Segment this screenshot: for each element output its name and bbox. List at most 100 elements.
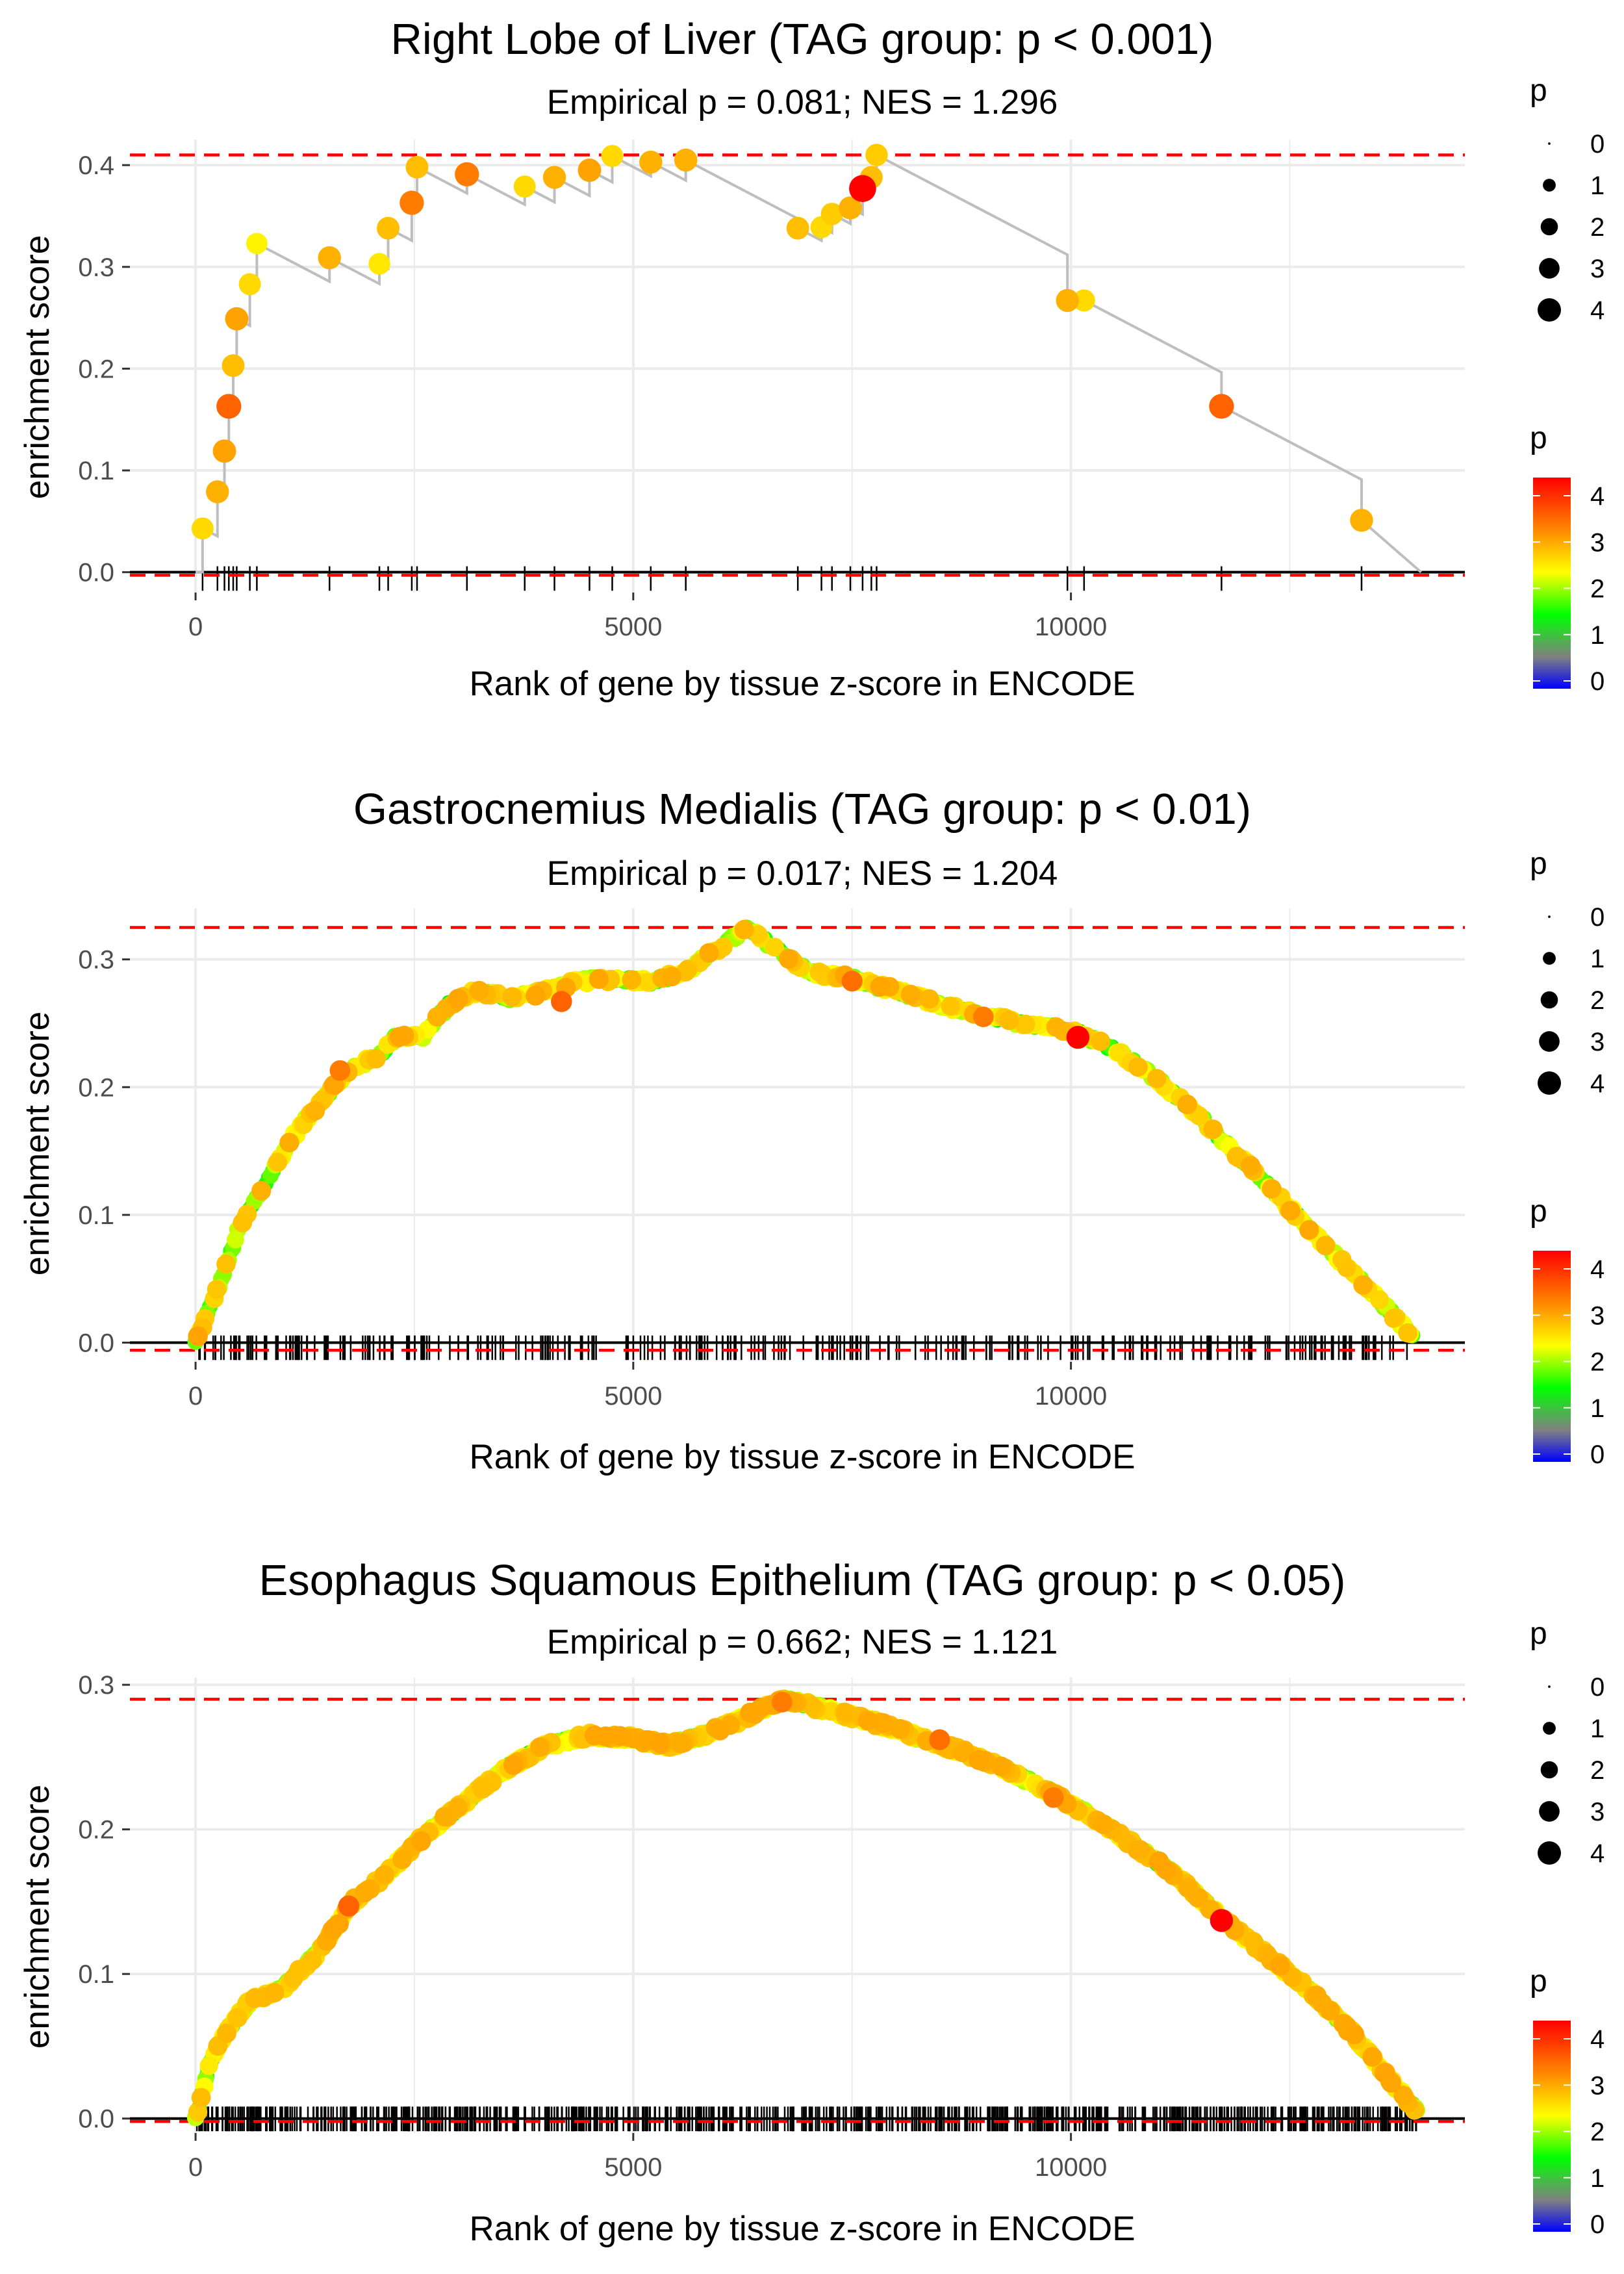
gene-point [318, 246, 341, 270]
panel-1-y-axis-title: enrichment score [18, 235, 57, 500]
y-tick-label: 0.1 [78, 457, 114, 485]
size-legend-key [1548, 142, 1551, 145]
gene-point [1353, 1275, 1373, 1295]
gene-point [1226, 1146, 1247, 1166]
x-tick-label: 5000 [604, 1382, 662, 1411]
gene-point [1262, 1179, 1282, 1199]
gene-point [650, 1733, 670, 1753]
gene-point [264, 1983, 285, 2003]
gene-point [338, 1895, 360, 1917]
color-legend-label: 0 [1590, 667, 1605, 696]
size-legend-key [1548, 1685, 1551, 1688]
size-legend-label: 1 [1590, 945, 1605, 973]
gene-point [610, 1726, 630, 1746]
panel-1-plot: 0.0 0.1 0.2 0.3 0.4 0 5000 10000 [78, 140, 1465, 641]
gene-point [969, 1750, 989, 1770]
gene-point [820, 203, 843, 225]
gene-point [377, 216, 400, 240]
gene-point [1270, 1956, 1290, 1976]
color-legend-label: 1 [1590, 2164, 1605, 2193]
x-tick-label: 10000 [1035, 1382, 1107, 1411]
color-bar [1533, 478, 1571, 689]
gene-point [1043, 1787, 1064, 1808]
color-legend-label: 3 [1590, 2071, 1605, 2100]
gene-point [1091, 1031, 1111, 1051]
gene-point [368, 253, 390, 275]
y-tick-label: 0.2 [78, 1073, 114, 1102]
gene-point [778, 949, 799, 969]
gene-point [329, 1060, 351, 1081]
gene-point [238, 273, 261, 296]
size-legend-label: 2 [1590, 986, 1605, 1015]
size-legend-key [1543, 952, 1556, 965]
size-legend-label: 3 [1590, 1028, 1605, 1056]
gene-point [354, 1882, 375, 1903]
color-legend-label: 0 [1590, 2210, 1605, 2239]
gene-point [671, 1733, 691, 1754]
gene-point [577, 159, 602, 182]
gene-point [1046, 1017, 1066, 1037]
panel-3-subtitle: Empirical p = 0.662; NES = 1.121 [547, 1623, 1058, 1661]
gene-point [268, 1153, 288, 1172]
gene-point [188, 2102, 208, 2122]
gene-point [279, 1132, 299, 1153]
size-legend-label: 2 [1590, 1756, 1605, 1785]
x-tick-label: 0 [188, 613, 203, 641]
gene-point [305, 1101, 325, 1121]
panel-3-x-axis-title: Rank of gene by tissue z-score in ENCODE [469, 2210, 1135, 2248]
gene-point [222, 354, 245, 377]
gene-point [857, 1711, 878, 1731]
y-tick-label: 0.3 [78, 946, 114, 975]
size-legend-label: 4 [1590, 296, 1605, 325]
color-legend-title: p [1530, 421, 1547, 455]
gene-point [972, 1006, 994, 1027]
y-tick-label: 0.2 [78, 355, 114, 383]
size-legend-key [1540, 991, 1558, 1009]
gene-point [191, 517, 214, 540]
gene-point [246, 233, 268, 255]
gene-point [1344, 2024, 1365, 2045]
color-legend-title: p [1530, 1964, 1547, 1999]
panel-1-subtitle: Empirical p = 0.081; NES = 1.296 [547, 83, 1058, 121]
gene-point [526, 986, 546, 1006]
color-bar [1533, 1251, 1571, 1462]
gene-point [999, 1010, 1019, 1030]
gene-point [1315, 1236, 1336, 1256]
y-tick-label: 0.1 [78, 1201, 114, 1230]
gene-point [919, 989, 939, 1009]
size-legend-title: p [1530, 73, 1547, 108]
gene-point [1375, 2063, 1395, 2083]
gene-point [1337, 1258, 1356, 1277]
color-legend-label: 1 [1590, 1394, 1605, 1423]
gene-point [841, 971, 863, 992]
gene-point [941, 996, 960, 1016]
color-bar [1533, 2021, 1571, 2232]
gene-point [251, 1181, 272, 1201]
gene-point [1240, 1156, 1261, 1176]
gene-point [589, 969, 609, 990]
gene-point [435, 1807, 455, 1827]
gene-point [661, 967, 681, 987]
gene-point [710, 1720, 730, 1741]
gene-point [1147, 1069, 1167, 1089]
running-sum-curve [196, 153, 1422, 574]
gene-point [786, 216, 809, 240]
gene-point [374, 1865, 394, 1885]
color-legend-label: 2 [1590, 2118, 1605, 2147]
gene-point [1384, 1309, 1404, 1328]
size-legend-key [1548, 915, 1551, 918]
gene-point [1203, 1119, 1223, 1140]
gene-point [530, 1737, 550, 1757]
size-legend-label: 0 [1590, 903, 1605, 932]
size-legend-label: 3 [1590, 255, 1605, 283]
gene-point [225, 307, 249, 331]
gene-point [244, 1988, 264, 2008]
gene-point [329, 1914, 349, 1934]
size-legend-key [1539, 1801, 1560, 1822]
color-legend-label: 3 [1590, 1301, 1605, 1330]
x-tick-label: 10000 [1035, 2153, 1107, 2182]
gene-point [1350, 509, 1373, 532]
gene-point [952, 1742, 972, 1763]
gene-point [469, 980, 489, 1001]
size-legend-label: 1 [1590, 1715, 1605, 1743]
